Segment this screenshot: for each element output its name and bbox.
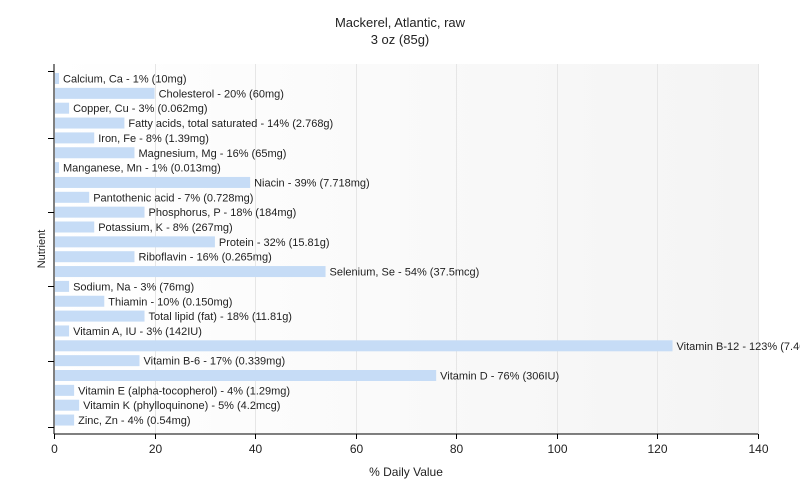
x-axis-label: % Daily Value: [369, 465, 443, 479]
bar: [55, 191, 90, 203]
x-tick-label: 80: [450, 442, 464, 456]
bar: [55, 221, 95, 233]
chart-subtitle: 3 oz (85g): [371, 32, 430, 47]
bar: [55, 162, 60, 174]
bar: [55, 310, 145, 322]
x-tick-label: 140: [748, 442, 768, 456]
bar: [55, 414, 75, 426]
chart-title: Mackerel, Atlantic, raw: [335, 15, 466, 30]
y-axis-ticks: [48, 71, 54, 428]
y-axis-label: Nutrient: [36, 230, 48, 269]
x-axis-ticks: 0 20 40 60 80 100 120 140: [51, 434, 769, 456]
bar: [55, 325, 70, 337]
bar-data-label: Vitamin D - 76% (306IU): [440, 371, 559, 383]
bar-data-label: Vitamin B-12 - 123% (7.40mcg): [677, 341, 800, 353]
bar-data-label: Phosphorus, P - 18% (184mg): [149, 207, 297, 219]
bar: [55, 399, 80, 411]
x-tick-label: 20: [149, 442, 163, 456]
bar: [55, 370, 437, 381]
bar: [55, 251, 135, 263]
bar: [55, 266, 326, 278]
bar: [55, 147, 135, 159]
bar-data-label: Copper, Cu - 3% (0.062mg): [73, 103, 208, 115]
bar-data-label: Zinc, Zn - 4% (0.54mg): [78, 415, 190, 427]
bar-data-label: Fatty acids, total saturated - 14% (2.76…: [128, 118, 333, 130]
bar-data-label: Protein - 32% (15.81g): [219, 237, 330, 249]
bar: [55, 117, 125, 129]
bar-data-label: Vitamin B-6 - 17% (0.339mg): [143, 356, 285, 368]
bar: [55, 176, 251, 188]
bar-data-label: Selenium, Se - 54% (37.5mcg): [330, 267, 480, 279]
bar-data-label: Riboflavin - 16% (0.265mg): [138, 252, 271, 264]
bar-data-label: Calcium, Ca - 1% (10mg): [63, 74, 186, 86]
x-tick-label: 120: [647, 442, 667, 456]
bar-data-label: Thiamin - 10% (0.150mg): [108, 296, 232, 308]
bar-data-label: Manganese, Mn - 1% (0.013mg): [63, 163, 221, 175]
axes: [53, 64, 758, 435]
bar: [55, 206, 145, 218]
bar-data-label: Cholesterol - 20% (60mg): [159, 88, 284, 100]
bar: [55, 295, 105, 307]
bar: [55, 340, 673, 352]
bar: [55, 384, 75, 396]
bar: [55, 132, 95, 144]
x-tick-label: 100: [547, 442, 567, 456]
gridlines: [155, 64, 759, 434]
bar-data-label: Pantothenic acid - 7% (0.728mg): [93, 192, 253, 204]
bar-data-label: Niacin - 39% (7.718mg): [254, 177, 370, 189]
bar-data-label: Total lipid (fat) - 18% (11.81g): [149, 311, 292, 323]
x-tick-label: 0: [51, 442, 58, 456]
bar-data-label: Iron, Fe - 8% (1.39mg): [98, 133, 209, 145]
bar: [55, 280, 70, 292]
bar-labels: Calcium, Ca - 1% (10mg) Cholesterol - 20%…: [63, 74, 800, 428]
bar-data-label: Sodium, Na - 3% (76mg): [73, 281, 194, 293]
bar: [55, 73, 60, 84]
x-tick-label: 40: [249, 442, 263, 456]
bar: [55, 87, 155, 99]
bars: [55, 73, 673, 426]
bar: [55, 236, 215, 248]
bar: [55, 102, 70, 114]
bar-data-label: Magnesium, Mg - 16% (65mg): [138, 148, 286, 160]
bar-data-label: Potassium, K - 8% (267mg): [98, 222, 233, 234]
x-tick-label: 60: [350, 442, 364, 456]
bar-data-label: Vitamin K (phylloquinone) - 5% (4.2mcg): [83, 400, 280, 412]
bar-data-label: Vitamin E (alpha-tocopherol) - 4% (1.29m…: [78, 385, 290, 397]
bar: [55, 355, 140, 367]
bar-data-label: Vitamin A, IU - 3% (142IU): [73, 326, 202, 338]
